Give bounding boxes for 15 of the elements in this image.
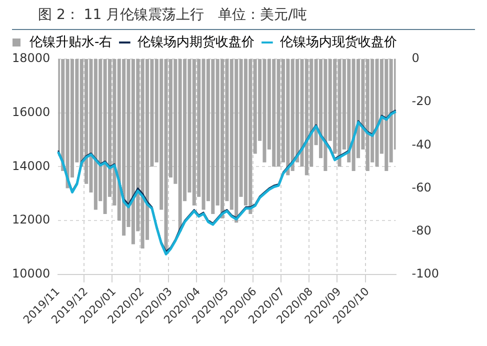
y-tick-label: 10000: [12, 266, 50, 280]
chart-title: 图 2： 11 月伦镍震荡上行 单位：美元/吨: [12, 0, 475, 30]
y2-tick-label: 0: [412, 51, 420, 66]
y-tick-label: 12000: [12, 212, 50, 227]
y-tick-label: 16000: [12, 104, 50, 119]
y2-tick-label: -80: [412, 223, 432, 238]
y2-tick-label: -40: [412, 137, 432, 152]
y2-tick-label: -20: [412, 94, 432, 108]
y2-tick-label: -100: [412, 266, 439, 280]
y2-tick-label: -60: [412, 180, 432, 194]
legend-label: 伦镍场内期货收盘价: [138, 34, 255, 50]
legend-label: 伦镍场内现货收盘价: [280, 34, 398, 50]
legend-label: 伦镍升贴水-右: [30, 34, 112, 50]
y-tick-label: 18000: [12, 51, 50, 66]
y-tick-label: 14000: [12, 158, 50, 173]
